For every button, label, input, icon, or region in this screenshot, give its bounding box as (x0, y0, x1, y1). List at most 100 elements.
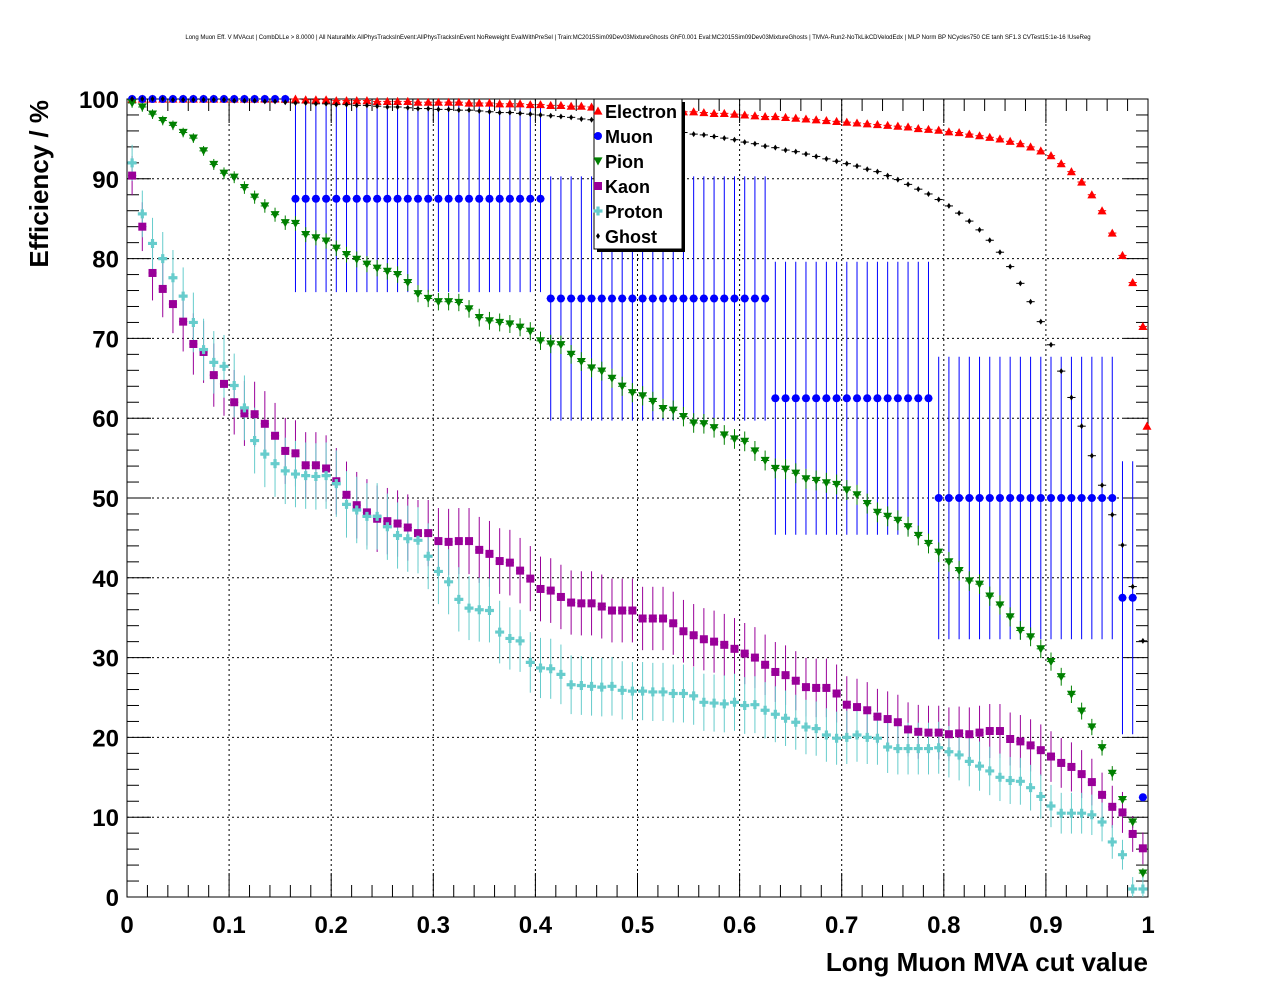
pion-point (1138, 869, 1148, 878)
electron-point (382, 96, 392, 105)
pion-point (444, 298, 454, 307)
muon-point (689, 294, 698, 303)
x-axis-label: Long Muon MVA cut value (826, 947, 1148, 977)
y-tick-label: 50 (92, 486, 119, 513)
kaon-point (301, 461, 310, 470)
electron-point (760, 112, 770, 121)
ghost-point (1018, 280, 1023, 287)
proton-point (311, 471, 321, 481)
ghost-point (742, 139, 747, 146)
muon-point (434, 194, 443, 203)
pion-point (515, 323, 525, 332)
ghost-point (844, 160, 849, 167)
pion-point (403, 278, 413, 288)
kaon-point (577, 599, 586, 608)
ghost-point (415, 105, 420, 112)
kaon-point (832, 689, 841, 698)
pion-point (495, 318, 505, 327)
muon-point (628, 294, 637, 303)
proton-point (883, 742, 893, 752)
kaon-point (342, 490, 351, 499)
electron-point (505, 99, 515, 108)
ghost-point (834, 158, 839, 165)
kaon-point (138, 222, 147, 231)
proton-point (893, 744, 903, 754)
proton-point (1077, 808, 1087, 818)
legend-marker-electron (593, 106, 603, 115)
ghost-point (1059, 368, 1064, 375)
ghost-point (273, 98, 278, 105)
legend-label-electron: Electron (605, 102, 677, 122)
kaon-point (1047, 752, 1056, 761)
ghost-point (752, 140, 757, 147)
ghost-point (467, 107, 472, 114)
proton-point (158, 254, 168, 264)
muon-point (322, 194, 331, 203)
proton-point (576, 681, 586, 691)
proton-point (668, 689, 678, 699)
pion-point (454, 298, 464, 307)
kaon-point (669, 619, 678, 628)
y-tick-label: 70 (92, 326, 119, 353)
proton-point (250, 436, 260, 446)
ghost-point (170, 96, 175, 103)
electron-point (913, 124, 923, 133)
proton-point (1138, 884, 1148, 894)
pion-point (239, 183, 249, 193)
pion-point (975, 580, 985, 589)
pion-point (311, 234, 321, 243)
muon-point (822, 394, 831, 403)
muon-point (383, 194, 392, 203)
pion-point (505, 320, 515, 329)
electron-point (801, 114, 811, 123)
pion-point (699, 420, 709, 429)
proton-point (290, 469, 300, 479)
electron-point (903, 122, 913, 131)
kaon-point (1098, 790, 1107, 799)
muon-point (985, 494, 994, 502)
ghost-point (262, 98, 267, 105)
electron-point (719, 108, 729, 117)
proton-point (638, 686, 648, 696)
kaon-point (271, 431, 280, 440)
ghost-point (1028, 298, 1033, 305)
muon-point (1057, 494, 1066, 502)
muon-point (740, 294, 749, 303)
muon-point (546, 294, 555, 303)
ghost-point (1130, 583, 1135, 590)
muon-point (424, 194, 433, 203)
proton-point (617, 685, 627, 695)
y-tick-label: 30 (92, 646, 119, 673)
kaon-point (454, 537, 463, 546)
pion-point (791, 469, 801, 478)
kaon-point (291, 449, 300, 458)
pion-point (1077, 707, 1087, 716)
ghost-point (773, 144, 778, 151)
pion-point (1097, 744, 1107, 753)
legend-box (593, 98, 683, 250)
pion-point (331, 244, 341, 253)
proton-point (331, 479, 341, 489)
muon-point (955, 494, 964, 502)
ghost-point (1049, 341, 1054, 348)
kaon-point (393, 519, 402, 528)
proton-point (648, 687, 658, 697)
ghost-point (528, 111, 533, 118)
pion-point (1066, 690, 1076, 699)
ghost-point (436, 106, 441, 113)
proton-point (454, 594, 464, 604)
muon-point (832, 394, 841, 403)
muon-point (1077, 494, 1086, 502)
pion-point (352, 255, 362, 264)
electron-point (944, 127, 954, 136)
proton-point (1015, 776, 1025, 786)
pion-point (1036, 645, 1046, 654)
muon-point (648, 294, 657, 303)
ghost-point (1069, 394, 1074, 401)
pion-point (801, 475, 811, 484)
ghost-point (1100, 482, 1105, 489)
ghost-point (926, 190, 931, 197)
pion-point (209, 160, 219, 169)
electron-point (1142, 421, 1152, 430)
pion-point (689, 419, 699, 428)
